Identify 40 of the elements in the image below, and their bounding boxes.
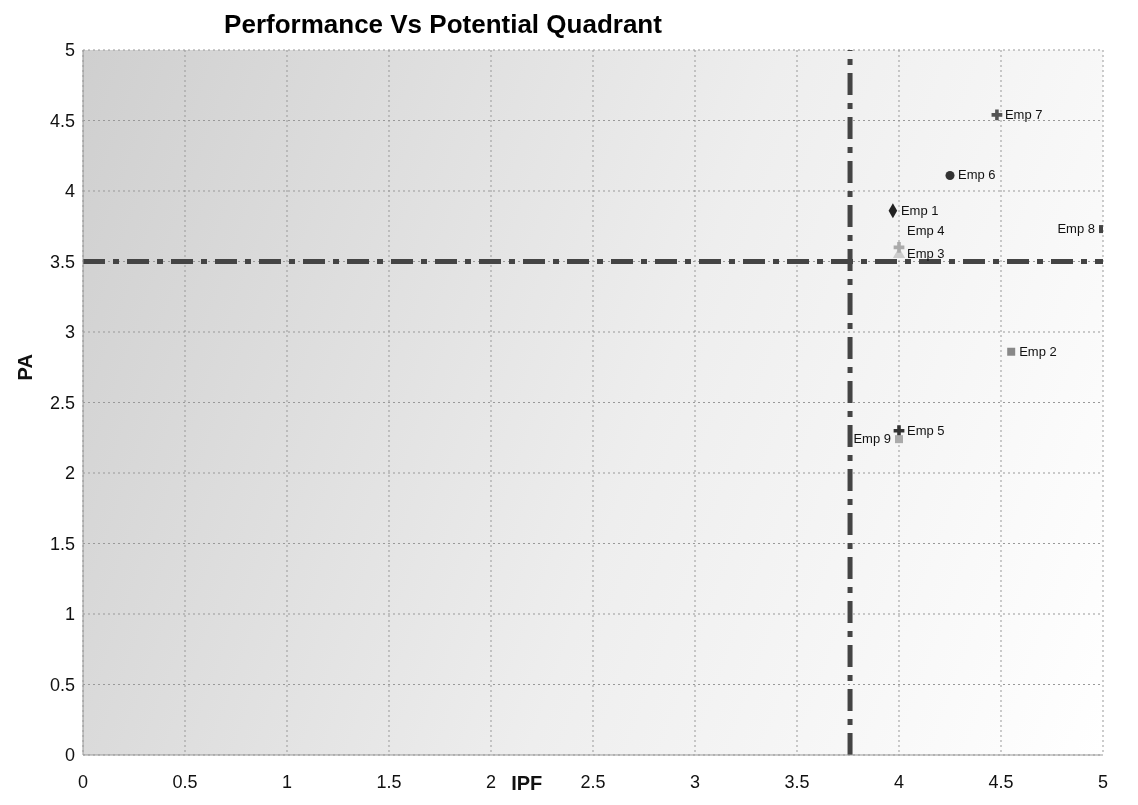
x-tick-label: 1.5 <box>376 771 402 792</box>
point <box>1007 347 1016 356</box>
series-label: Emp 9 <box>853 431 891 447</box>
y-tick-label: 5 <box>64 40 75 61</box>
x-tick-label: 0.5 <box>172 771 198 792</box>
series-label: Emp 7 <box>1004 106 1043 122</box>
series-label: Emp 3 <box>907 246 945 262</box>
x-tick-label: 0 <box>77 771 89 792</box>
point <box>945 170 955 180</box>
x-axis-title: IPF <box>511 772 543 794</box>
y-tick-label: 0.5 <box>49 674 75 695</box>
point <box>895 435 903 444</box>
y-tick-label: 0 <box>64 745 75 766</box>
series-label: Emp 4 <box>907 223 945 239</box>
y-tick-label: 4.5 <box>49 110 75 131</box>
x-tick-label: 3.5 <box>784 771 810 792</box>
series-label: Emp 8 <box>1057 221 1095 237</box>
x-tick-label: 2.5 <box>580 771 606 792</box>
y-tick-label: 1.5 <box>49 533 75 554</box>
x-tick-label: 4.5 <box>988 771 1014 792</box>
y-tick-label: 3.5 <box>49 251 75 272</box>
y-axis-title: PA <box>14 354 36 381</box>
x-tick-label: 2 <box>485 771 497 792</box>
point <box>991 109 1003 121</box>
series-label: Emp 5 <box>907 422 945 438</box>
point <box>893 425 905 437</box>
x-tick-label: 1 <box>281 771 293 792</box>
x-tick-label: 5 <box>1097 771 1109 792</box>
x-tick-label: 4 <box>893 771 905 792</box>
y-tick-label: 3 <box>64 322 75 343</box>
series-label: Emp 2 <box>1019 343 1057 359</box>
series-label: Emp 6 <box>958 167 996 183</box>
point <box>893 242 905 253</box>
y-tick-label: 1 <box>64 604 75 625</box>
y-tick-label: 2.5 <box>49 392 75 413</box>
series-label: Emp 1 <box>900 202 939 218</box>
x-tick-label: 3 <box>689 771 701 792</box>
chart-title: Performance Vs Potential Quadrant <box>223 8 663 40</box>
y-tick-label: 4 <box>64 181 75 202</box>
y-tick-label: 2 <box>64 463 75 484</box>
